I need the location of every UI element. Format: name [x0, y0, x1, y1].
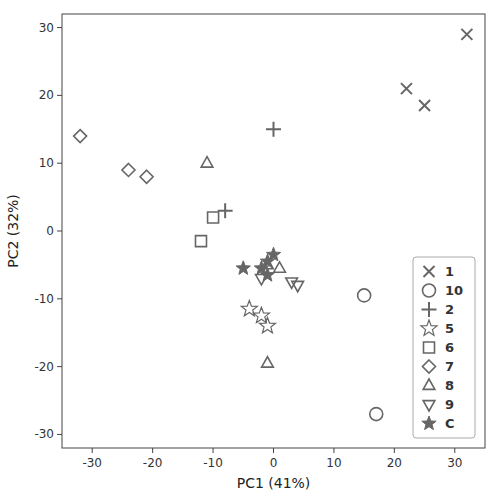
point [461, 29, 472, 40]
point [259, 317, 275, 332]
y-tick [57, 163, 62, 164]
y-tick-label: 0 [46, 224, 54, 238]
x-tick-label: -20 [143, 456, 163, 470]
point [419, 100, 430, 111]
legend-label: 2 [445, 302, 454, 317]
y-tick [57, 434, 62, 435]
point [401, 83, 412, 94]
point [208, 212, 219, 223]
legend-symbol [423, 401, 435, 411]
series [401, 29, 472, 111]
y-tick [57, 95, 62, 96]
point [262, 258, 274, 268]
series [256, 275, 304, 292]
point [292, 281, 304, 291]
point [236, 261, 250, 275]
legend-label: 8 [445, 378, 454, 393]
point [266, 122, 281, 137]
x-tick-label: 10 [326, 456, 341, 470]
legend-label: 6 [445, 340, 454, 355]
legend-label: 10 [445, 283, 463, 298]
y-tick-label: 10 [39, 156, 54, 170]
point [274, 262, 286, 272]
legend-label: 9 [445, 397, 454, 412]
y-tick [57, 366, 62, 367]
point [201, 157, 213, 167]
y-tick-label: 30 [39, 21, 54, 35]
legend-box [413, 257, 475, 438]
point [256, 275, 268, 285]
x-tick-label: -10 [203, 456, 223, 470]
legend-symbol [424, 266, 435, 277]
series [74, 130, 153, 184]
legend-symbol [423, 360, 436, 373]
y-tick [57, 27, 62, 28]
x-tick [92, 448, 93, 453]
series [358, 289, 383, 421]
point [370, 408, 383, 421]
y-tick-label: -10 [34, 292, 54, 306]
x-tick [394, 448, 395, 453]
y-tick [57, 231, 62, 232]
legend-label: 1 [445, 264, 454, 279]
x-tick-label: 30 [447, 456, 462, 470]
background [0, 0, 499, 500]
series [218, 122, 281, 218]
series [236, 247, 280, 281]
point [74, 130, 87, 143]
legend-label: C [445, 416, 455, 431]
x-tick [213, 448, 214, 453]
y-axis-label: PC2 (32%) [5, 194, 21, 268]
x-tick [273, 448, 274, 453]
point [358, 289, 371, 302]
point [122, 163, 135, 176]
chart: -30 -20 -10 0 10 20 30 -30 -20 -10 0 10 20 30 PC1 (41%… [0, 0, 499, 500]
x-tick-label: -30 [82, 456, 102, 470]
legend-symbol [424, 342, 435, 353]
legend-label: 5 [445, 321, 454, 336]
x-tick [152, 448, 153, 453]
x-axis-label: PC1 (41%) [237, 475, 311, 491]
legend-label: 7 [445, 359, 454, 374]
point [218, 203, 233, 218]
legend-symbol [423, 284, 436, 297]
x-tick [333, 448, 334, 453]
legend-symbol [422, 416, 436, 430]
y-tick-label: -30 [34, 427, 54, 441]
x-tick-label: 20 [387, 456, 402, 470]
x-tick-label: 0 [270, 456, 278, 470]
plot-frame [62, 14, 485, 448]
legend: 1 10 2 5 6 7 8 9 C [413, 257, 475, 438]
point [253, 307, 269, 322]
series [201, 157, 285, 367]
point [262, 357, 274, 367]
legend-symbol [422, 302, 437, 317]
series [195, 212, 218, 247]
x-tick [454, 448, 455, 453]
legend-symbol [423, 379, 435, 389]
series [241, 300, 275, 332]
legend-symbol [421, 320, 437, 335]
y-tick-label: -20 [34, 360, 54, 374]
y-tick-label: 20 [39, 88, 54, 102]
point [195, 236, 206, 247]
y-tick [57, 298, 62, 299]
point [140, 170, 153, 183]
